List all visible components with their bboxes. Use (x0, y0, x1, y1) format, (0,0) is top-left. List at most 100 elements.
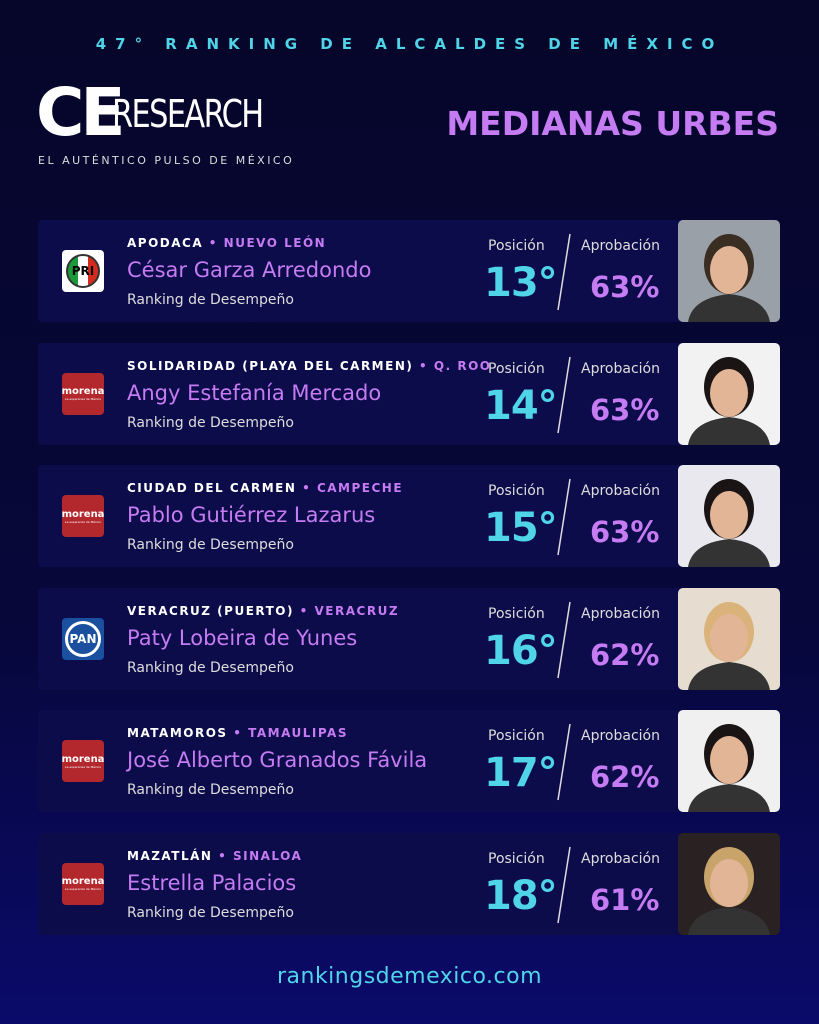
mayor-name: César Garza Arredondo (127, 258, 372, 282)
morena-text: morena (61, 508, 105, 520)
approval-value: 63% (590, 515, 660, 549)
face (710, 246, 748, 294)
position-label: Posición (488, 850, 545, 867)
card: MATAMOROS • TAMAULIPAS José Alberto Grana… (38, 710, 780, 812)
section-title: MEDIANAS URBES (446, 104, 779, 143)
approval-label: Aprobación (581, 238, 660, 254)
city: VERACRUZ (PUERTO) (127, 603, 294, 618)
subtitle: Ranking de Desempeño (127, 292, 294, 308)
separator: • (293, 603, 315, 618)
face (710, 858, 748, 907)
approval-value: 62% (590, 637, 660, 672)
state: NUEVO LEÓN (223, 236, 327, 250)
position-label: Posición (488, 483, 545, 499)
state: VERACRUZ (314, 603, 400, 618)
approval-label: Aprobación (581, 605, 660, 622)
morena-text: morena (61, 876, 105, 887)
morena-tag: La esperanza de México (64, 764, 102, 769)
card: VERACRUZ (PUERTO) • VERACRUZ Paty Lobeira… (38, 587, 780, 690)
subtitle: Ranking de Desempeño (127, 782, 294, 798)
face (710, 368, 748, 417)
morena-text: morena (61, 753, 105, 765)
location: VERACRUZ (PUERTO) • VERACRUZ (127, 604, 399, 618)
separator: • (227, 726, 249, 740)
location: APODACA • NUEVO LEÓN (127, 236, 326, 250)
divider-line (557, 601, 571, 678)
party-logo: PAN (62, 617, 104, 660)
state: SINALOA (232, 848, 303, 863)
separator: • (296, 481, 317, 495)
card: CIUDAD DEL CARMEN • CAMPECHE Pablo Gutiér… (38, 465, 780, 567)
state: TAMAULIPAS (248, 726, 348, 740)
morena-tag: La esperanza de México (64, 519, 102, 524)
mayor-name: Paty Lobeira de Yunes (127, 625, 358, 650)
separator: • (203, 236, 224, 250)
divider (557, 356, 571, 433)
position-value: 16° (484, 627, 558, 674)
approval-label: Aprobación (581, 483, 660, 499)
mayor-photo (678, 342, 780, 445)
card: APODACA • NUEVO LEÓN César Garza Arredond… (38, 220, 780, 322)
approval-label: Aprobación (581, 728, 660, 744)
morena-tag: La esperanza de México (64, 887, 102, 891)
morena-tag: La esperanza de México (64, 397, 102, 401)
approval-value: 61% (590, 882, 660, 917)
divider-line (557, 846, 571, 923)
location: CIUDAD DEL CARMEN • CAMPECHE (127, 481, 403, 495)
pri-emblem: PRI (66, 254, 100, 288)
party-logo: morena La esperanza de México (62, 495, 104, 537)
party-logo: morena La esperanza de México (61, 862, 105, 905)
city: SOLIDARIDAD (PLAYA DEL CARMEN) (127, 358, 414, 373)
position-label: Posición (488, 605, 545, 622)
mayor-name: José Alberto Granados Fávila (127, 748, 428, 772)
position-label: Posición (488, 728, 545, 744)
brand-ce: CE (36, 74, 126, 151)
card: SOLIDARIDAD (PLAYA DEL CARMEN) • Q. ROO A… (38, 342, 780, 445)
kicker: 47° RANKING DE ALCALDES DE MÉXICO (95, 35, 724, 53)
shoulders (688, 539, 770, 567)
pan-emblem: PAN (65, 620, 101, 657)
separator: • (212, 848, 233, 863)
approval-value: 63% (590, 392, 660, 427)
state: Q. ROO (433, 358, 492, 373)
card: MAZATLÁN • SINALOA Estrella Palacios Ranki… (38, 832, 780, 935)
location: SOLIDARIDAD (PLAYA DEL CARMEN) • Q. ROO (127, 359, 491, 373)
brand-research: RESEARCH (112, 92, 264, 136)
position-value: 17° (484, 750, 558, 796)
shoulders (688, 416, 770, 445)
party-logo: morena La esperanza de México (62, 372, 104, 415)
shoulders (688, 906, 770, 935)
approval-label: Aprobación (581, 360, 660, 377)
party-logo: PRI (62, 250, 104, 292)
location: MAZATLÁN • SINALOA (127, 849, 302, 863)
position-label: Posición (488, 238, 545, 254)
location: MATAMOROS • TAMAULIPAS (127, 726, 348, 740)
mayor-name: Estrella Palacios (127, 870, 297, 895)
position-label: Posición (488, 360, 545, 377)
mayor-name: Angy Estefanía Mercado (127, 380, 382, 405)
approval-label: Aprobación (581, 850, 660, 867)
footer-url: rankingsdemexico.com (276, 964, 543, 989)
divider (557, 846, 571, 923)
position-value: 14° (484, 382, 558, 429)
divider (557, 478, 571, 556)
tagline: EL AUTÉNTICO PULSO DE MÉXICO (38, 154, 295, 167)
party-logo: morena La esperanza de México (62, 740, 104, 782)
subtitle: Ranking de Desempeño (127, 414, 294, 431)
city: MAZATLÁN (127, 848, 213, 863)
mayor-photo (678, 710, 780, 812)
position-value: 13° (484, 260, 558, 306)
separator: • (413, 358, 434, 373)
mayor-photo (678, 465, 780, 567)
face (710, 491, 748, 539)
mayor-photo (678, 220, 780, 322)
face (710, 613, 748, 662)
city: MATAMOROS (127, 726, 228, 740)
subtitle: Ranking de Desempeño (127, 537, 294, 553)
subtitle: Ranking de Desempeño (127, 659, 294, 676)
position-value: 18° (484, 872, 558, 919)
shoulders (688, 784, 770, 812)
city: APODACA (127, 236, 204, 250)
divider-line (557, 478, 571, 556)
